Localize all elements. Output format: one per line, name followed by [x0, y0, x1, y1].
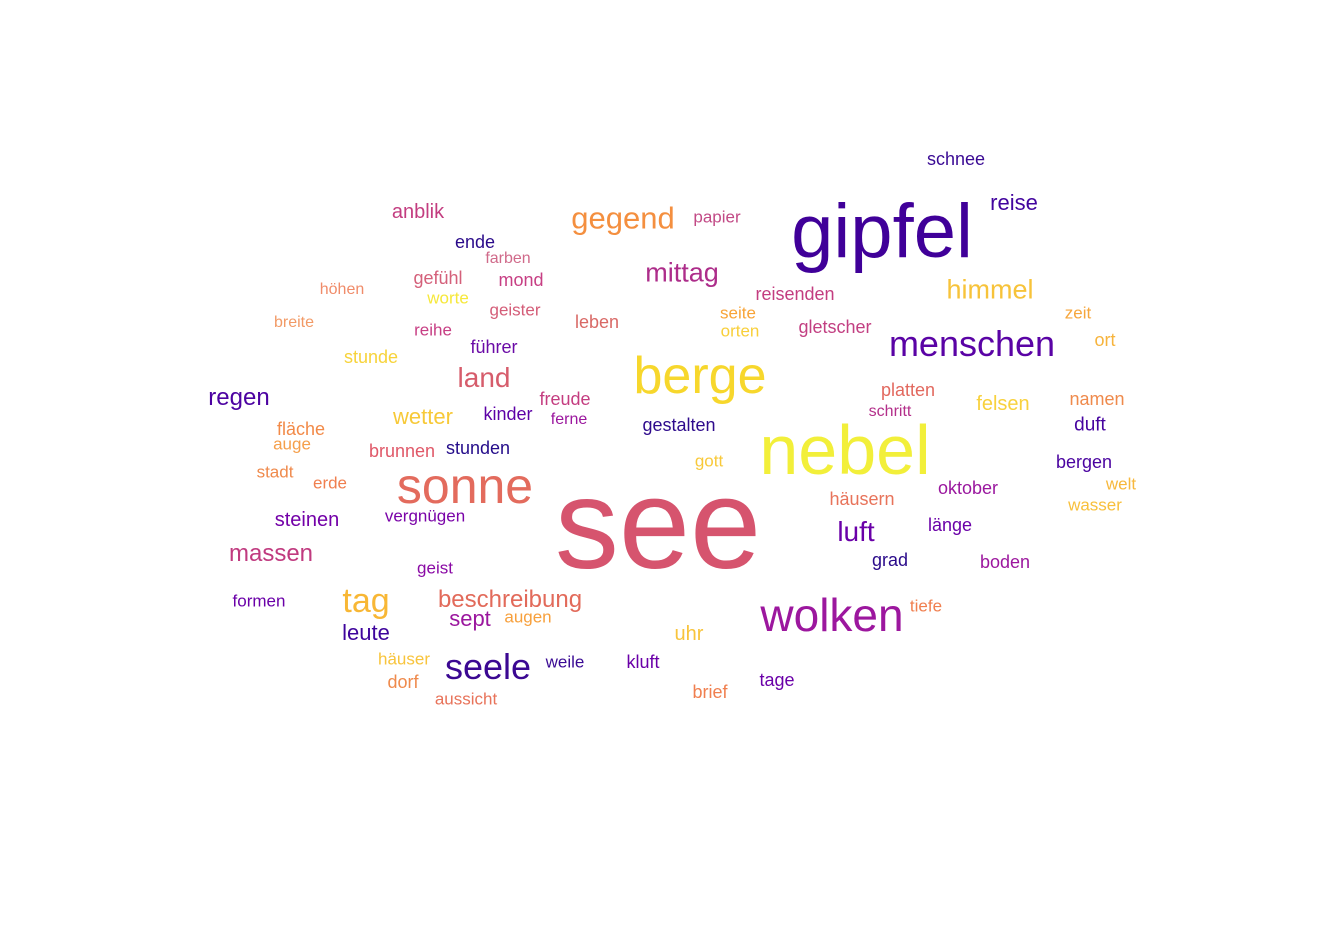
word-tag: tag [342, 582, 390, 620]
word-worte: worte [427, 288, 469, 308]
word-stunde: stunde [343, 347, 399, 367]
word-gefuhl: gefühl [413, 268, 463, 288]
word-augen: augen [504, 607, 552, 627]
word-himmel: himmel [946, 274, 1034, 305]
word-reise: reise [990, 190, 1038, 215]
word-land: land [457, 362, 511, 393]
word-reisenden: reisenden [755, 284, 835, 304]
word-ferne: ferne [550, 411, 588, 428]
word-auge: auge [273, 434, 311, 454]
word-regen: regen [208, 384, 270, 411]
word-gipfel: gipfel [791, 189, 973, 274]
word-mond: mond [498, 270, 544, 290]
word-seele: seele [444, 646, 532, 687]
word-sept: sept [449, 606, 491, 631]
word-papier: papier [693, 207, 741, 227]
word-anblik: anblik [391, 201, 445, 223]
word-wolken: wolken [760, 589, 904, 641]
word-dorf: dorf [387, 672, 419, 692]
word-luft: luft [837, 516, 875, 547]
word-brunnen: brunnen [368, 441, 436, 461]
word-wetter: wetter [393, 404, 453, 429]
word-felsen: felsen [976, 393, 1030, 415]
word-nebel: nebel [759, 411, 931, 489]
word-hausern: häusern [829, 489, 895, 509]
word-leben: leben [574, 312, 620, 332]
word-bergen: bergen [1055, 452, 1113, 472]
word-leute: leute [342, 620, 390, 645]
word-hauser: häuser [378, 649, 430, 669]
word-massen: massen [228, 540, 314, 567]
word-seite: seite [720, 303, 756, 323]
word-wasser: wasser [1068, 495, 1122, 515]
word-hohen: höhen [319, 281, 365, 298]
word-beschreibung: beschreibung [437, 586, 583, 613]
word-formen: formen [232, 591, 286, 611]
word-flache: fläche [276, 419, 326, 439]
word-lange: länge [927, 515, 973, 535]
word-welt: welt [1105, 474, 1137, 494]
word-boden: boden [979, 552, 1031, 572]
word-ende: ende [454, 232, 496, 252]
word-schritt: schritt [868, 403, 912, 420]
word-ort: ort [1094, 330, 1116, 350]
word-tage: tage [759, 670, 795, 690]
word-breite: breite [273, 314, 315, 331]
word-vergnugen: vergnügen [384, 506, 466, 526]
word-duft: duft [1074, 414, 1106, 436]
word-fuhrer: führer [470, 337, 518, 357]
word-farben: farben [485, 250, 531, 267]
word-namen: namen [1069, 389, 1125, 409]
word-zeit: zeit [1064, 303, 1092, 323]
word-oktober: oktober [937, 478, 999, 498]
word-orten: orten [720, 321, 760, 341]
word-erde: erde [312, 473, 348, 493]
word-platten: platten [880, 380, 936, 400]
word-gletscher: gletscher [798, 317, 872, 337]
word-schnee: schnee [926, 149, 986, 169]
word-mittag: mittag [645, 257, 719, 288]
word-stunden: stunden [445, 438, 511, 458]
word-reihe: reihe [414, 320, 452, 340]
word-kluft: kluft [626, 652, 660, 672]
word-freude: freude [539, 389, 591, 409]
word-grad: grad [871, 550, 909, 570]
word-sonne: sonne [396, 458, 534, 514]
word-aussicht: aussicht [434, 689, 498, 709]
word-gegend: gegend [571, 200, 675, 236]
word-brief: brief [692, 682, 728, 702]
word-see: see [554, 453, 762, 596]
word-gestalten: gestalten [642, 415, 716, 435]
word-tiefe: tiefe [909, 596, 943, 616]
word-uhr: uhr [674, 623, 704, 645]
word-geister: geister [489, 300, 541, 320]
word-weile: weile [545, 652, 585, 672]
word-berge: berge [633, 347, 767, 405]
word-steinen: steinen [274, 509, 340, 531]
word-geist: geist [417, 558, 453, 578]
word-stadt: stadt [256, 462, 294, 482]
word-kinder: kinder [483, 404, 533, 424]
word-menschen: menschen [888, 323, 1056, 364]
word-gott: gott [694, 451, 724, 471]
